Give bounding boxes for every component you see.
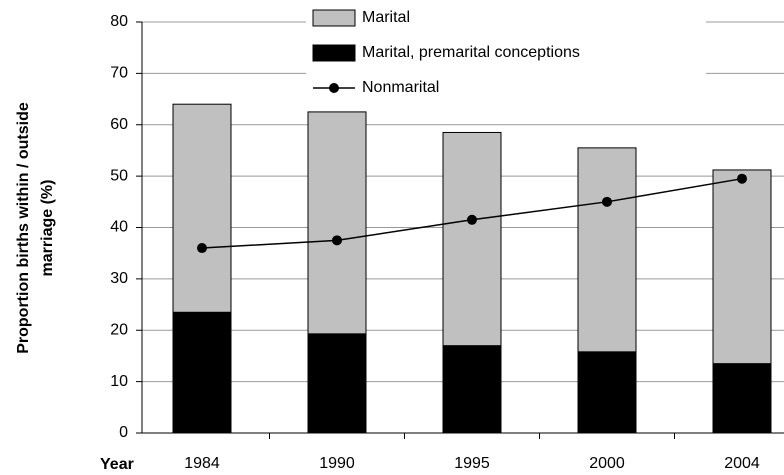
y-tick-label: 80 — [110, 13, 128, 30]
y-tick-label: 40 — [110, 219, 128, 236]
y-tick-label: 60 — [110, 116, 128, 133]
bar-segment — [577, 147, 637, 353]
bar-segment — [712, 169, 772, 365]
y-tick-label: 10 — [110, 373, 128, 390]
bar-segment — [307, 111, 367, 335]
bar-segment — [577, 351, 637, 434]
bar-segment — [172, 311, 232, 434]
marker — [332, 235, 342, 246]
marker — [602, 196, 612, 207]
marker — [467, 214, 477, 225]
bar-segment — [712, 363, 772, 434]
legend-swatch — [312, 44, 356, 62]
x-tick-label: 1995 — [454, 455, 490, 472]
legend-marker — [329, 83, 339, 93]
legend-label: Nonmarital — [362, 79, 439, 96]
y-tick-label: 70 — [110, 65, 128, 82]
legend-label: Marital, premarital conceptions — [362, 44, 580, 61]
bar-segment — [442, 131, 502, 347]
y-tick-label: 0 — [119, 424, 128, 441]
y-tick-label: 50 — [110, 167, 128, 184]
bar-segment — [307, 333, 367, 434]
x-tick-label: 2000 — [589, 455, 625, 472]
legend-swatch — [312, 9, 356, 27]
legend-label: Marital — [362, 9, 410, 26]
y-axis-label: Proportion births within / outside — [15, 102, 32, 354]
y-axis-label: marriage (%) — [39, 180, 56, 277]
bar-segment — [172, 103, 232, 313]
legend-background — [306, 4, 706, 102]
x-tick-label: 2004 — [724, 455, 760, 472]
bar-segment — [442, 345, 502, 434]
x-axis-label: Year — [100, 456, 134, 473]
marker — [197, 243, 207, 254]
marker — [737, 173, 747, 184]
y-tick-label: 30 — [110, 270, 128, 287]
x-tick-label: 1984 — [184, 455, 220, 472]
x-tick-label: 1990 — [319, 455, 355, 472]
y-tick-label: 20 — [110, 321, 128, 338]
